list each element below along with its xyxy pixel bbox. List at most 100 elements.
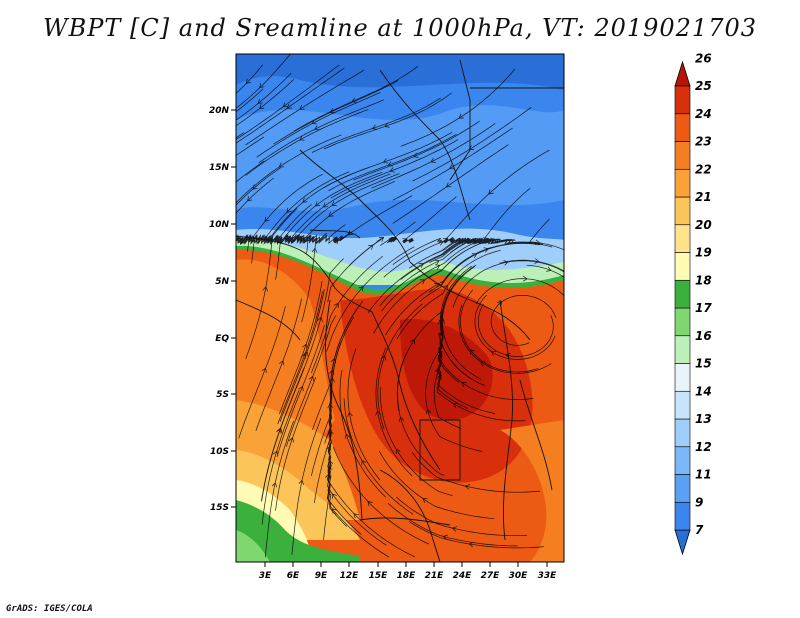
streamline-arrow (410, 339, 415, 345)
streamline-arrow (389, 167, 395, 173)
streamline (432, 237, 501, 256)
streamline (348, 237, 384, 267)
streamline (452, 260, 564, 308)
streamline-arrow (305, 236, 312, 242)
streamline (245, 235, 273, 360)
streamline-arrow (452, 403, 459, 408)
streamline (238, 306, 286, 439)
streamline (327, 448, 390, 558)
colorbar-label: 15 (695, 357, 712, 371)
colorbar-label: 14 (695, 384, 712, 398)
streamline (411, 452, 541, 493)
colorbar-segment (674, 307, 691, 337)
streamline-arrow (261, 367, 267, 373)
streamline (261, 389, 300, 525)
streamline-arrow (461, 382, 467, 387)
streamline-arrow (490, 350, 496, 356)
streamline-arrow (262, 286, 268, 292)
streamline-arrow (278, 360, 285, 366)
streamline (245, 109, 369, 176)
streamline-arrow (298, 479, 305, 486)
streamline (275, 376, 317, 511)
streamline-arrow (302, 197, 308, 203)
streamline-arrow (327, 403, 333, 409)
colorbar-segment (674, 390, 691, 420)
streamline (378, 451, 495, 520)
streamline (236, 64, 264, 94)
streamline-arrow (422, 498, 428, 504)
colorbar-segment (674, 418, 691, 448)
streamline (412, 107, 532, 182)
streamline (339, 369, 386, 498)
streamline (436, 316, 496, 414)
lat-label: 15N (209, 163, 230, 173)
streamline (526, 264, 564, 278)
colorbar-label: 17 (695, 301, 712, 315)
streamline-arrow (324, 473, 331, 479)
streamline-arrow (534, 258, 540, 264)
streamline-arrow (367, 500, 373, 507)
streamline (236, 160, 265, 183)
streamline (263, 167, 369, 245)
streamline-arrow (353, 513, 359, 519)
streamline (236, 88, 264, 113)
streamline-arrow (331, 493, 337, 499)
streamline-arrow (299, 135, 305, 141)
lon-label: 27E (481, 571, 501, 581)
streamline-arrow (288, 437, 295, 443)
streamline (499, 259, 564, 272)
streamline-arrow (351, 97, 357, 103)
colorbar-label: 20 (695, 218, 712, 232)
streamline (323, 92, 452, 150)
streamline (396, 249, 501, 340)
colorbar-label: 11 (695, 468, 712, 482)
colorbar-segment (674, 141, 691, 170)
longitude-axis: 3E 6E 9E 12E 15E 18E 21E 24E 27E 30E 33E (259, 562, 557, 581)
streamline (236, 134, 342, 204)
streamline (443, 149, 550, 242)
streamline (277, 291, 323, 425)
streamline (332, 446, 430, 545)
lon-label: 18E (397, 571, 417, 581)
latitude-axis: 20N 15N 10N 5N EQ 5S 10S 15S (209, 106, 236, 513)
streamline (236, 64, 340, 140)
streamline (236, 72, 292, 121)
map-title: WBPT [C] and Sreamline at 1000hPa, VT: 2… (42, 14, 758, 42)
lon-label: 3E (259, 571, 272, 581)
streamline-arrow (276, 428, 282, 434)
streamline (255, 298, 302, 431)
streamline-arrow (449, 164, 455, 170)
streamline-arrow (435, 264, 441, 270)
streamline-arrow (488, 189, 494, 195)
lat-label: EQ (215, 334, 229, 344)
streamline-arrow (471, 253, 478, 259)
streamline-arrow (490, 237, 496, 243)
streamline-arrow (503, 260, 509, 266)
colorbar-segment (674, 113, 691, 142)
streamline-arrow (361, 459, 367, 466)
streamline-arrow (314, 201, 321, 207)
colorbar-label: 13 (695, 412, 712, 426)
streamline-arrow (395, 448, 401, 454)
streamline-arrow (300, 353, 307, 359)
streamline (245, 69, 365, 146)
lat-label: 10N (209, 220, 230, 230)
colorbar-arrow-low (674, 529, 691, 556)
lat-label: 20N (209, 106, 230, 116)
lat-label: 5S (216, 390, 229, 400)
colorbar-label: 19 (695, 246, 712, 260)
streamline-arrow (278, 162, 284, 168)
streamline (438, 264, 477, 379)
streamline-arrow (245, 78, 251, 84)
colorbar-segment (674, 196, 691, 226)
streamline-arrow (311, 247, 318, 253)
streamline (460, 289, 538, 373)
colorbar: 7 9 11 12 13 14 15 16 17 18 19 20 21 22 23 24 25 26 (674, 51, 712, 556)
streamline (330, 139, 459, 199)
streamline (396, 353, 445, 476)
colorbar-label: 24 (695, 107, 712, 121)
streamline (326, 246, 415, 352)
colorbar-label: 16 (695, 329, 712, 343)
streamline (288, 173, 400, 244)
colorbar-segment (674, 363, 691, 392)
